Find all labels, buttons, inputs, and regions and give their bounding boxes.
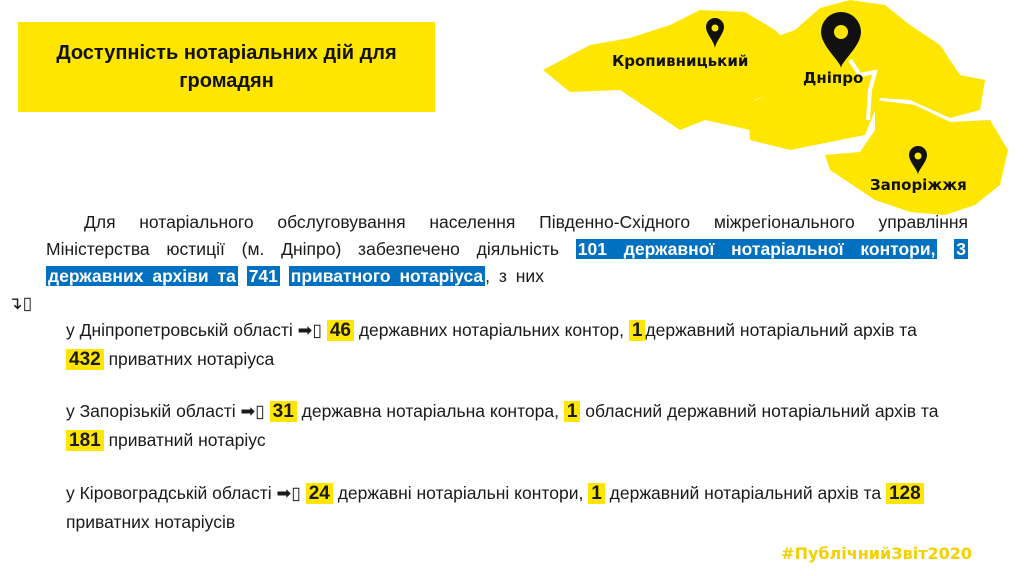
arrow-icon: ➡▯ <box>276 483 306 503</box>
map-pin-icon <box>821 12 861 68</box>
page-title: Доступність нотаріальних дій для громадя… <box>56 42 397 92</box>
intro-text: , з них <box>485 266 544 286</box>
highlight: 3 <box>954 239 968 259</box>
arrow-icon: ➡▯ <box>297 320 327 340</box>
city-label: Дніпро <box>803 69 864 87</box>
river <box>848 58 878 121</box>
list-item: у Запорізькій області ➡▯ 31 державна нот… <box>66 401 939 451</box>
city-label: Кропивницький <box>612 52 749 70</box>
arrow-icon: ➡▯ <box>240 401 270 421</box>
kirovohrad-region <box>543 10 785 130</box>
region-map: Кропивницький Дніпро Запоріжжя <box>530 0 1024 220</box>
city-label: Запоріжжя <box>870 176 967 194</box>
intro-paragraph: Для нотаріального обслуговування населен… <box>8 209 968 317</box>
list-item: у Дніпропетровській області ➡▯ 46 держав… <box>66 320 917 370</box>
list-item: у Кіровоградській області ➡▯ 24 державні… <box>66 479 946 536</box>
highlight: 101 державної нотаріальної контори, <box>575 239 938 259</box>
intro-text: Для нотаріального обслуговування населен… <box>46 212 968 259</box>
map-pin-icon <box>909 146 927 175</box>
map-pin-icon <box>706 18 724 49</box>
highlight: державних архіви та <box>46 266 238 286</box>
arrow-icon: ↴▯ <box>8 293 33 313</box>
highlight: 741 <box>246 266 280 286</box>
hashtag: #ПублічнийЗвіт2020 <box>781 544 972 563</box>
highlight: приватного нотаріуса <box>288 266 486 286</box>
title-box: Доступність нотаріальних дій для громадя… <box>18 22 435 112</box>
